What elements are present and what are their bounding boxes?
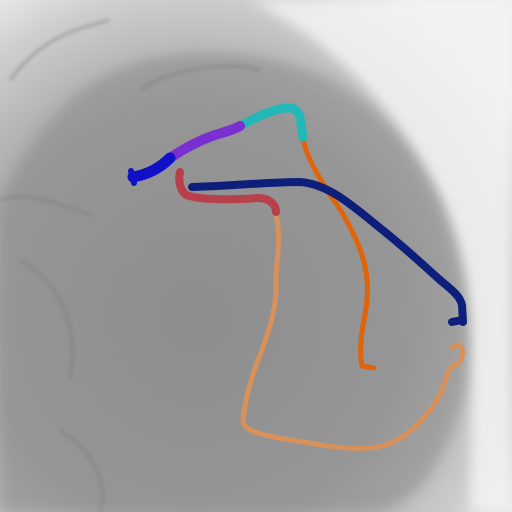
catheter-tip-end — [131, 171, 134, 183]
